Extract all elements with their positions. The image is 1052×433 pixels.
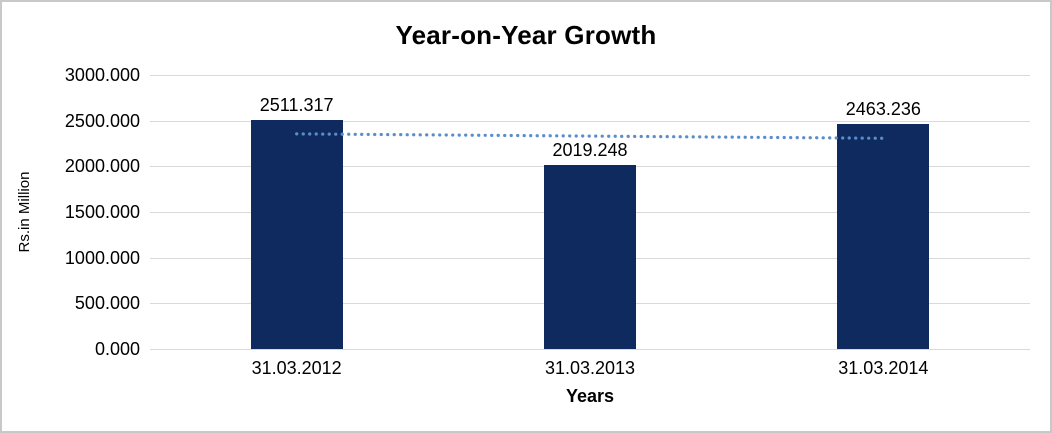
y-tick-label: 0.000 bbox=[94, 339, 140, 359]
x-tick-label: 31.03.2012 bbox=[251, 358, 342, 378]
trendline-path bbox=[295, 132, 885, 140]
chart-title: Year-on-Year Growth bbox=[395, 20, 657, 50]
bar-31.03.2012 bbox=[250, 119, 343, 349]
bar-value-label: 2463.236 bbox=[845, 99, 921, 120]
bar-value-label: 2511.317 bbox=[259, 94, 334, 115]
y-tick-label: 500.000 bbox=[74, 293, 140, 314]
gridline bbox=[150, 349, 1030, 350]
y-tick-label: 2500.000 bbox=[64, 110, 140, 131]
y-tick-label: 2000.000 bbox=[64, 156, 140, 177]
bar-31.03.2013 bbox=[544, 164, 636, 349]
gridline bbox=[150, 75, 1030, 76]
y-tick-label: 1500.000 bbox=[64, 202, 140, 222]
x-tick-label: 31.03.2013 bbox=[544, 358, 636, 378]
bar-value-label: 2019.248 bbox=[552, 139, 628, 160]
bar-31.03.2014 bbox=[837, 124, 930, 349]
x-axis-title: Years bbox=[565, 386, 615, 406]
x-tick-label: 31.03.2014 bbox=[838, 358, 929, 378]
gridline bbox=[150, 120, 1030, 122]
y-tick-label: 3000.000 bbox=[64, 65, 140, 85]
y-tick-label: 1000.000 bbox=[64, 247, 140, 268]
